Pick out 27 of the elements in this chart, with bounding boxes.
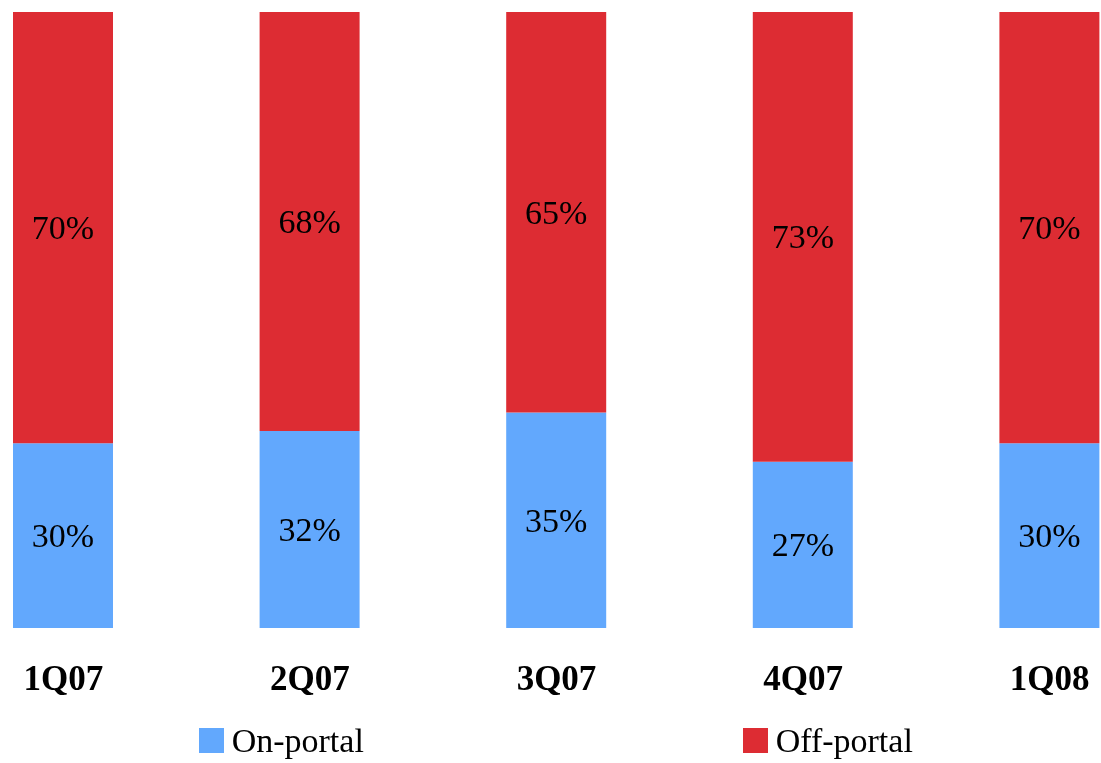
bar	[13, 12, 113, 444]
data-label: 65%	[525, 193, 588, 231]
bar	[506, 12, 607, 413]
data-label: 30%	[1018, 517, 1081, 555]
legend-label: On-portal	[231, 720, 364, 761]
data-label: 32%	[278, 510, 341, 548]
bar	[999, 12, 1100, 444]
bar	[259, 430, 360, 628]
x-tick-label: 2Q07	[270, 659, 350, 698]
x-tick-label: 1Q07	[23, 659, 104, 698]
bar	[752, 12, 853, 462]
legend-label: Off-portal	[775, 720, 913, 761]
x-tick-label: 1Q08	[1009, 659, 1090, 698]
data-label: 70%	[31, 209, 95, 247]
data-label: 30%	[31, 517, 95, 555]
data-label: 70%	[1018, 209, 1081, 247]
x-tick-label: 3Q07	[516, 659, 597, 698]
x-tick-label: 4Q07	[763, 659, 843, 698]
bar	[752, 461, 853, 628]
bar	[999, 443, 1100, 628]
data-label: 68%	[278, 202, 341, 240]
bar	[259, 12, 360, 431]
bar	[506, 412, 607, 628]
data-label: 73%	[771, 218, 834, 256]
data-label: 27%	[771, 526, 834, 564]
bar	[13, 443, 113, 628]
data-label: 35%	[525, 501, 588, 539]
